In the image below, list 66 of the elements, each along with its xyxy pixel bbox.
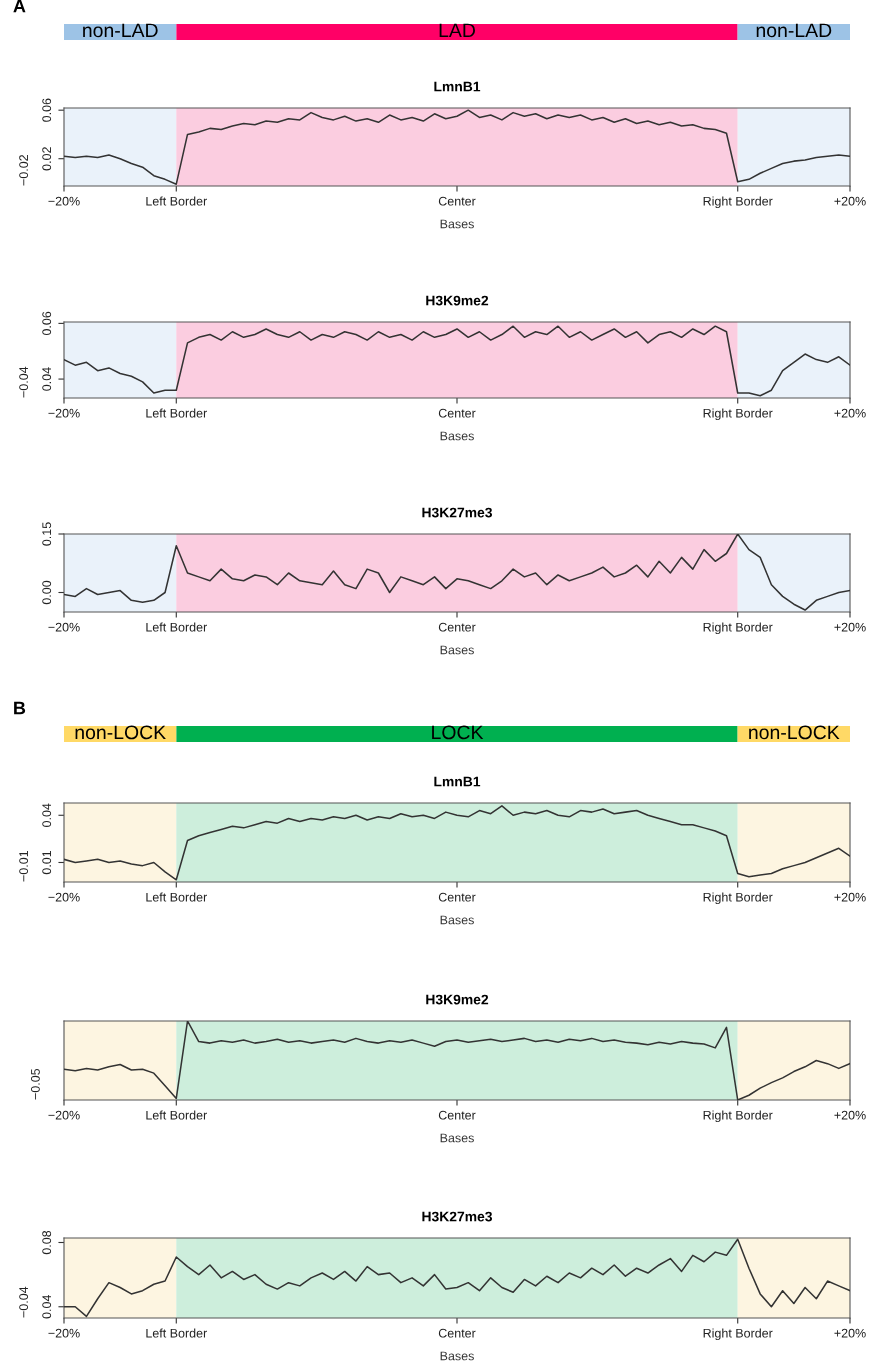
y-tick-label: 0.02 xyxy=(42,147,52,171)
x-axis-title: Bases xyxy=(440,219,474,229)
series-label: LOCK xyxy=(432,725,484,740)
series-label: non-LOCK xyxy=(749,725,840,740)
y-tick-label: 0.01 xyxy=(42,850,52,875)
series-label: non-LAD xyxy=(83,23,158,38)
x-tick-label: +20% xyxy=(834,622,866,632)
y-tick-label: 0.06 xyxy=(42,98,52,122)
series-label: non-LAD xyxy=(756,23,832,38)
x-tick-label: −20% xyxy=(48,196,80,206)
x-axis-title: Bases xyxy=(440,645,474,655)
x-tick-label: Center xyxy=(438,408,476,418)
x-tick-label: Center xyxy=(438,622,476,632)
x-tick-label: +20% xyxy=(834,1110,866,1120)
x-tick-label: Left Border xyxy=(146,1110,207,1120)
x-tick-label: −20% xyxy=(48,408,80,418)
text: A xyxy=(13,0,26,13)
x-tick-label: Right Border xyxy=(703,196,773,209)
x-tick-label: Right Border xyxy=(703,1110,773,1123)
x-tick-label: Right Border xyxy=(703,892,773,905)
x-tick-label: Left Border xyxy=(146,1328,207,1338)
text: −0.01 xyxy=(19,850,29,882)
x-tick-label: Center xyxy=(438,196,476,206)
x-axis-title: Bases xyxy=(440,915,474,925)
y-tick-label: 0.00 xyxy=(42,580,52,605)
x-tick-label: Right Border xyxy=(703,408,773,421)
x-tick-label: −20% xyxy=(48,1110,80,1120)
x-tick-label: +20% xyxy=(834,892,866,902)
x-tick-label: Left Border xyxy=(146,408,207,418)
x-tick-label: Left Border xyxy=(146,622,207,632)
x-tick-label: Left Border xyxy=(146,892,207,902)
y-tick-label: 0.06 xyxy=(42,311,52,336)
x-tick-label: +20% xyxy=(834,196,866,206)
text: −0.04 xyxy=(19,366,29,398)
chart-title: H3K27me3 xyxy=(422,1211,493,1222)
y-tick-label: 0.04 xyxy=(42,367,52,391)
x-tick-label: −20% xyxy=(48,622,80,632)
x-tick-label: +20% xyxy=(834,408,866,418)
chart-title: LmnB1 xyxy=(434,776,481,787)
x-tick-label: Right Border xyxy=(703,1328,773,1341)
x-tick-label: Right Border xyxy=(703,622,773,635)
x-axis-title: Bases xyxy=(440,1133,474,1143)
text: B xyxy=(14,701,26,715)
x-tick-label: Left Border xyxy=(146,196,207,206)
x-tick-label: +20% xyxy=(834,1328,866,1338)
x-tick-label: Center xyxy=(438,892,476,902)
x-tick-label: Center xyxy=(438,1110,476,1120)
chart-title: H3K9me2 xyxy=(426,994,489,1005)
chart-title: H3K27me3 xyxy=(422,507,493,518)
x-axis-title: Bases xyxy=(440,431,474,441)
x-tick-label: Center xyxy=(438,1328,476,1338)
line-series xyxy=(64,325,850,397)
x-axis-title: Bases xyxy=(440,1351,474,1361)
y-tick-label: 0.08 xyxy=(42,1230,52,1255)
x-tick-label: −20% xyxy=(48,892,80,902)
x-tick-label: −20% xyxy=(48,1328,80,1338)
y-tick-label: 0.04 xyxy=(42,1294,52,1319)
chart-title: H3K9me2 xyxy=(426,295,489,306)
text: −0.02 xyxy=(19,155,29,186)
text: −0.05 xyxy=(30,1068,40,1100)
series-label: LAD xyxy=(439,23,475,38)
y-tick-label: 0.04 xyxy=(42,803,52,827)
text: −0.04 xyxy=(19,1286,29,1318)
y-tick-label: 0.15 xyxy=(42,522,52,546)
chart-title: LmnB1 xyxy=(434,81,481,92)
series-label: non-LOCK xyxy=(75,725,166,740)
